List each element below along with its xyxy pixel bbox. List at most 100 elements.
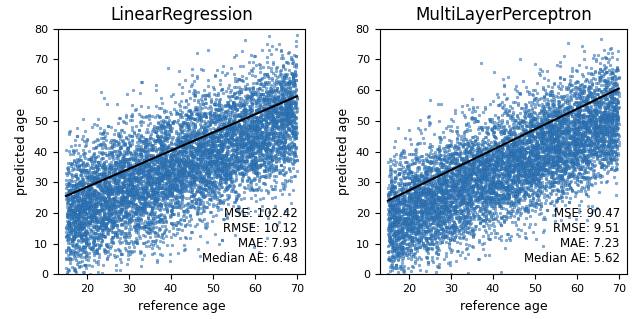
Point <box>184 137 194 142</box>
Point <box>559 144 569 149</box>
Point <box>195 164 205 169</box>
Point <box>571 191 581 196</box>
Point <box>412 184 422 189</box>
Point <box>76 168 86 173</box>
Point <box>527 136 538 141</box>
Point <box>138 202 148 207</box>
Point <box>531 182 541 187</box>
Point <box>78 214 88 219</box>
Point <box>590 94 600 99</box>
Point <box>575 167 585 172</box>
Point <box>222 175 232 180</box>
Point <box>449 219 459 224</box>
Point <box>108 200 118 205</box>
Point <box>172 186 182 191</box>
Point <box>468 189 478 194</box>
Point <box>390 195 400 200</box>
Point <box>240 133 250 138</box>
Point <box>95 225 106 230</box>
Point <box>576 186 586 191</box>
Point <box>76 233 86 238</box>
Point <box>609 124 620 130</box>
Point <box>223 144 234 149</box>
Point <box>466 176 476 182</box>
Point <box>549 147 559 152</box>
Point <box>527 110 538 115</box>
Point <box>393 197 403 202</box>
Point <box>143 192 154 197</box>
Point <box>102 180 112 185</box>
Point <box>556 147 566 152</box>
Point <box>116 251 126 256</box>
Point <box>120 143 131 148</box>
Point <box>219 172 229 177</box>
Point <box>184 164 194 169</box>
Point <box>145 179 156 184</box>
Point <box>90 231 100 236</box>
Point <box>388 218 399 223</box>
Point <box>266 130 276 136</box>
Point <box>500 136 511 141</box>
Point <box>70 252 80 257</box>
Point <box>224 129 234 134</box>
Point <box>429 213 440 219</box>
Point <box>548 149 558 154</box>
Point <box>520 128 531 133</box>
Point <box>545 137 555 142</box>
Point <box>572 114 582 119</box>
Point <box>585 93 595 98</box>
Point <box>486 166 496 171</box>
Point <box>601 114 611 119</box>
Point <box>285 135 295 140</box>
Point <box>87 197 97 203</box>
Point <box>93 200 104 205</box>
Point <box>143 175 153 180</box>
Point <box>125 175 136 180</box>
Point <box>174 187 184 192</box>
Point <box>388 244 398 249</box>
Point <box>458 183 468 189</box>
Point <box>476 149 486 154</box>
Point <box>191 166 201 171</box>
Point <box>427 194 437 199</box>
Point <box>588 71 598 77</box>
Point <box>410 220 420 225</box>
Point <box>203 142 213 147</box>
Point <box>105 199 115 204</box>
Point <box>495 149 505 154</box>
Point <box>539 166 549 171</box>
Point <box>599 79 609 84</box>
Point <box>566 127 577 132</box>
Point <box>161 160 171 165</box>
Point <box>568 122 578 127</box>
Point <box>182 133 193 138</box>
Point <box>397 251 408 256</box>
Point <box>194 142 204 147</box>
Point <box>525 126 536 131</box>
Point <box>567 105 577 110</box>
Point <box>95 195 105 200</box>
Point <box>534 126 545 131</box>
Point <box>390 206 401 211</box>
Point <box>570 131 580 136</box>
Point <box>545 169 556 174</box>
Point <box>383 203 394 208</box>
Point <box>284 95 294 100</box>
Point <box>76 190 86 195</box>
Point <box>514 160 524 165</box>
Point <box>93 177 104 182</box>
Point <box>230 124 240 129</box>
Point <box>426 240 436 245</box>
Point <box>539 153 549 159</box>
Point <box>280 66 290 71</box>
Point <box>489 224 499 229</box>
Point <box>127 191 138 196</box>
Point <box>604 100 614 105</box>
Point <box>464 143 474 148</box>
Point <box>67 264 77 270</box>
Point <box>88 170 99 175</box>
Point <box>260 127 270 132</box>
Point <box>583 159 593 164</box>
Point <box>480 217 490 222</box>
Point <box>129 176 140 181</box>
